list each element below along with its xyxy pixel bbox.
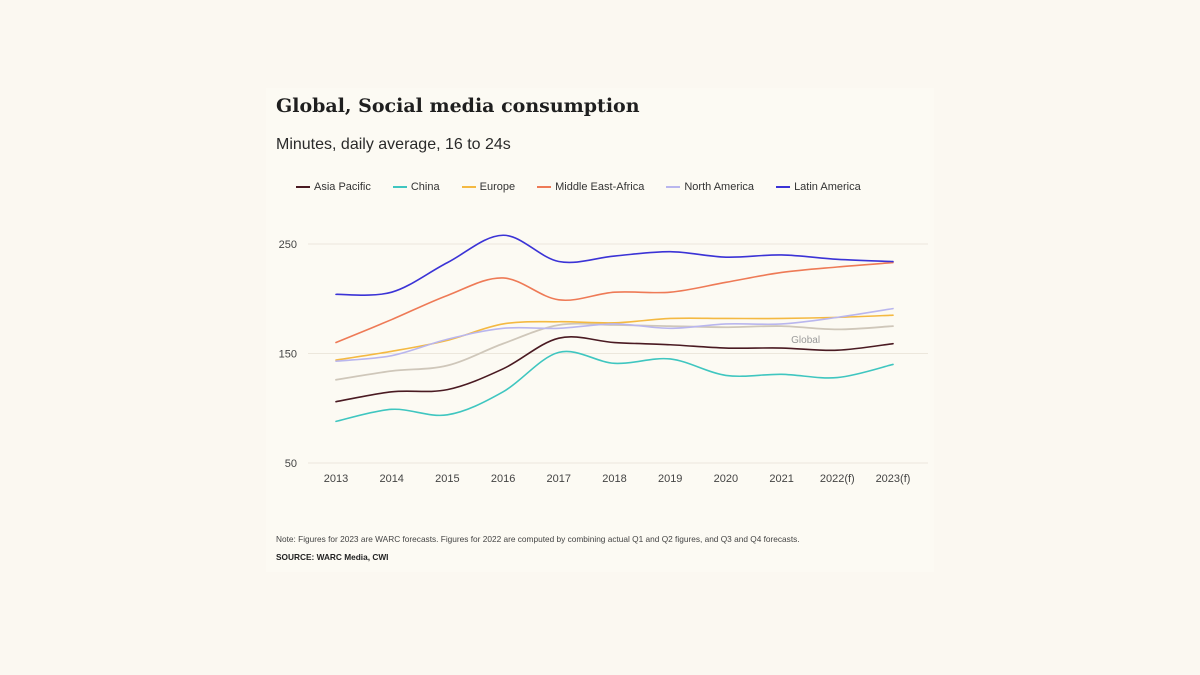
legend-item-china: China [392, 181, 440, 193]
x-tick-label: 2015 [435, 473, 459, 485]
legend-item-asia-pacific: Asia Pacific [296, 181, 371, 193]
y-tick-label: 250 [279, 239, 297, 251]
legend-swatch [296, 186, 310, 188]
legend-item-middle-east-africa: Middle East-Africa [537, 181, 644, 193]
chart-card [266, 88, 934, 572]
x-tick-label: 2014 [379, 473, 403, 485]
x-tick-label: 2018 [602, 473, 626, 485]
legend-swatch [461, 186, 476, 188]
x-tick-label: 2022(f) [820, 473, 855, 485]
x-tick-label: 2021 [769, 473, 793, 485]
legend-item-latin-america: Latin America [776, 181, 861, 193]
footnote-note: Note: Figures for 2023 are WARC forecast… [276, 534, 800, 544]
label-layer: Global [791, 335, 820, 346]
x-tick-label: 2023(f) [876, 473, 911, 485]
legend-label: Latin America [794, 181, 861, 193]
x-tick-label: 2017 [547, 473, 571, 485]
x-tick-label: 2020 [714, 473, 738, 485]
series-line-china [335, 350, 894, 423]
grid-layer [308, 243, 928, 464]
legend-swatch [392, 186, 407, 188]
legend-swatch [666, 186, 681, 188]
y-axis: 50 150 250 [279, 239, 297, 470]
series-line-middle-east-africa [335, 261, 894, 344]
x-tick-label: 2016 [491, 473, 515, 485]
series-layer [335, 234, 894, 423]
series-line-north-america [335, 307, 894, 362]
series-line-latin-america [335, 234, 894, 296]
y-tick-label: 50 [285, 458, 297, 470]
series-label-global: Global [791, 335, 820, 346]
legend-label: North America [684, 181, 755, 193]
chart-subtitle: Minutes, daily average, 16 to 24s [276, 136, 511, 153]
legend-label: Middle East-Africa [555, 181, 645, 193]
y-tick-label: 150 [279, 349, 297, 361]
x-tick-label: 2019 [658, 473, 682, 485]
x-tick-label: 2013 [324, 473, 348, 485]
legend-label: Asia Pacific [314, 181, 371, 193]
series-line-global [335, 322, 894, 381]
x-axis: 2013 2014 2015 2016 2017 2018 2019 2020 2021 2022… [324, 473, 911, 485]
legend-swatch [537, 186, 552, 188]
footnote-source: SOURCE: WARC Media, CWI [276, 552, 389, 562]
chart-legend: Asia Pacific China Europe Middle East-Afric… [296, 181, 861, 193]
series-line-asia-pacific [335, 336, 894, 403]
legend-item-north-america: North America [666, 181, 754, 193]
legend-swatch [776, 186, 791, 188]
legend-item-europe: Europe [461, 181, 516, 193]
legend-label: China [410, 181, 440, 193]
legend-label: Europe [479, 181, 516, 193]
chart-title: Global, Social media consumption [276, 95, 640, 117]
